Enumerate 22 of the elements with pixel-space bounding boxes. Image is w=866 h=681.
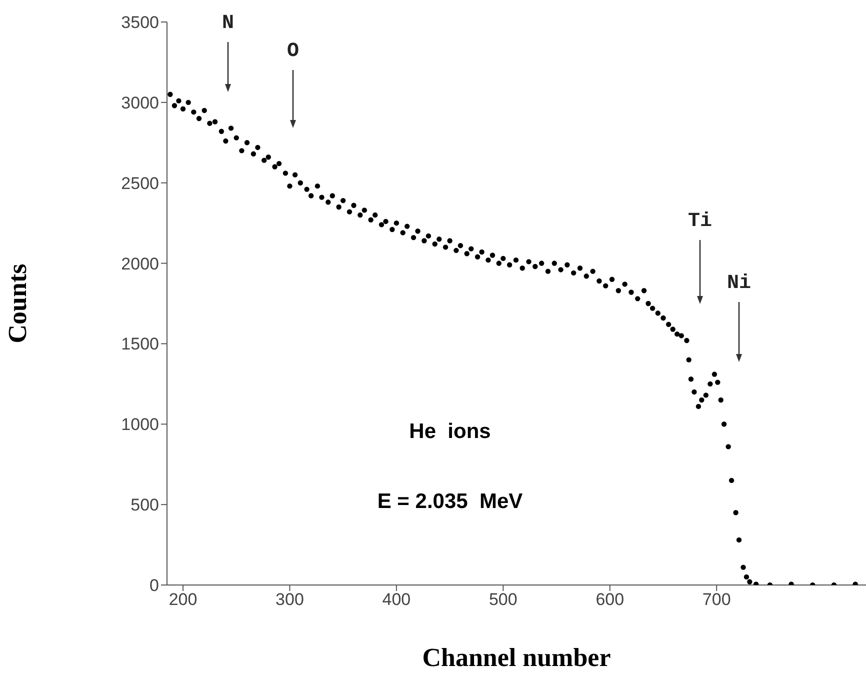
y-tick-label: 2000 xyxy=(121,254,159,274)
annotation: He ions xyxy=(408,420,492,444)
x-tick-label: 400 xyxy=(382,590,411,610)
annotation: Ni xyxy=(726,272,752,295)
y-tick-label: 0 xyxy=(150,576,159,596)
x-tick-label: 600 xyxy=(596,590,624,610)
annotation: Ti xyxy=(686,210,713,233)
y-tick-label: 1000 xyxy=(121,415,159,434)
annotation: E = 2.035 MeV xyxy=(376,490,524,514)
y-tick-label: 1500 xyxy=(121,334,159,354)
x-tick-label: 200 xyxy=(168,590,198,610)
y-tick-label: 3000 xyxy=(121,93,159,112)
x-tick-label: 300 xyxy=(276,590,304,610)
x-tick-label: 700 xyxy=(702,590,731,610)
y-tick-label: 500 xyxy=(130,496,159,515)
x-tick-label: 500 xyxy=(488,590,518,610)
annotation: N xyxy=(220,12,235,35)
x-axis-title: Channel number xyxy=(422,643,611,672)
y-axis-title: Counts xyxy=(3,264,32,344)
y-tick-label: 2500 xyxy=(121,174,159,193)
annotation: O xyxy=(286,40,300,63)
y-tick-label: 3500 xyxy=(121,13,159,32)
